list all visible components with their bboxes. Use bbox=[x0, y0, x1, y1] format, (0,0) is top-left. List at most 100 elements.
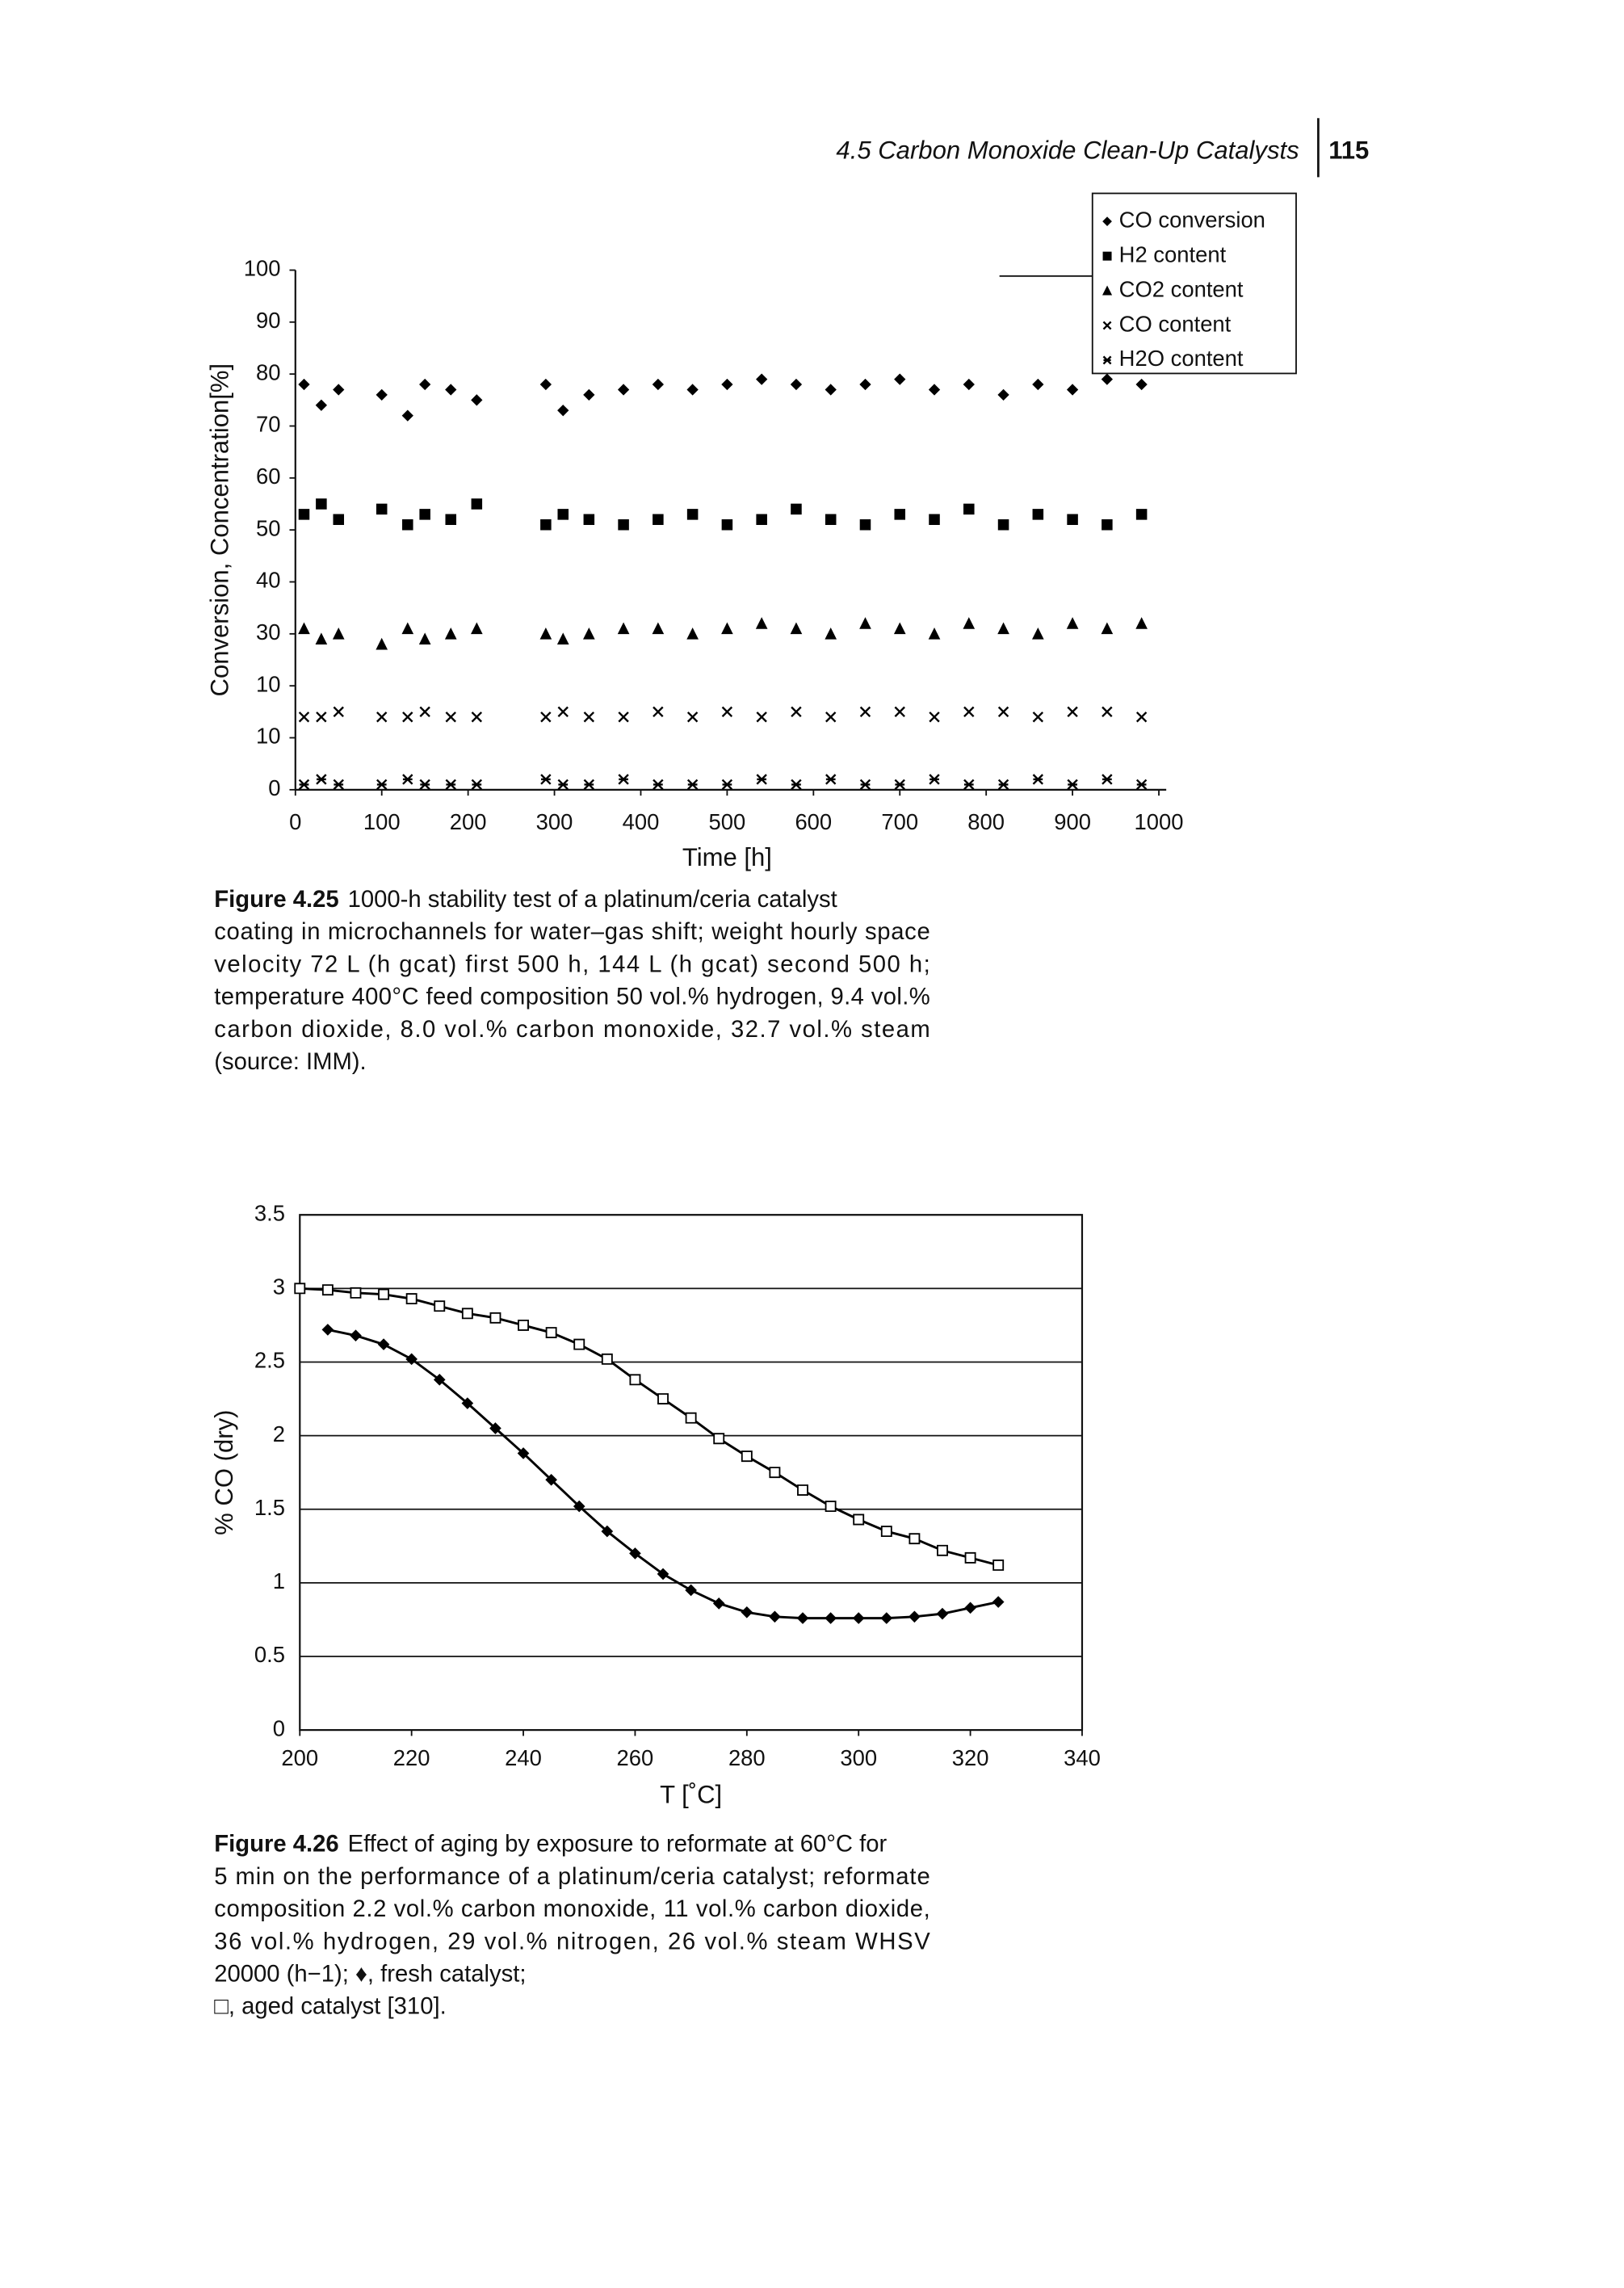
data-point bbox=[333, 779, 344, 791]
data-point bbox=[557, 706, 569, 718]
x-tick-label: 280 bbox=[728, 1745, 766, 1770]
data-point bbox=[894, 509, 906, 520]
data-point bbox=[471, 394, 483, 406]
data-point bbox=[825, 514, 837, 526]
data-point bbox=[928, 384, 941, 396]
data-point bbox=[376, 712, 388, 723]
data-point bbox=[825, 1501, 837, 1513]
data-point bbox=[461, 1397, 474, 1409]
data-point bbox=[657, 1393, 669, 1404]
data-point bbox=[791, 779, 802, 791]
data-point bbox=[377, 1338, 390, 1350]
data-point bbox=[929, 712, 940, 723]
data-point bbox=[583, 388, 595, 401]
data-point bbox=[298, 712, 310, 723]
caption-line: carbon dioxide, 8.0 vol.% carbon monoxid… bbox=[214, 1016, 929, 1042]
data-point bbox=[756, 514, 767, 526]
caption-line: temperature 400°C feed composition 50 vo… bbox=[214, 984, 929, 1010]
caption-line: composition 2.2 vol.% carbon monoxide, 1… bbox=[214, 1896, 929, 1922]
data-point bbox=[321, 1324, 334, 1336]
data-point bbox=[1135, 617, 1148, 629]
legend-marker bbox=[1102, 355, 1112, 365]
data-point bbox=[471, 622, 483, 635]
data-point bbox=[909, 1533, 921, 1545]
data-point bbox=[894, 706, 905, 718]
data-point bbox=[545, 1327, 557, 1338]
data-point bbox=[963, 706, 975, 718]
x-tick-label: 100 bbox=[363, 809, 401, 834]
legend-label: CO conversion bbox=[1119, 207, 1265, 232]
data-point bbox=[964, 1551, 976, 1564]
data-point bbox=[790, 378, 803, 391]
data-point bbox=[859, 518, 871, 531]
data-point bbox=[583, 779, 595, 791]
caption-text: 1000-h stability test of a platinum/ceri… bbox=[348, 887, 837, 913]
caption-text: coating in microchannels for water–gas s… bbox=[214, 919, 929, 945]
data-point bbox=[601, 1353, 613, 1365]
data-point bbox=[963, 779, 975, 791]
caption-line: Figure 4.25 1000-h stability test of a pl… bbox=[214, 887, 837, 913]
x-tick-label: 400 bbox=[623, 809, 660, 834]
data-point bbox=[471, 498, 483, 510]
x-axis-title: Time [h] bbox=[682, 843, 772, 871]
legend-box bbox=[1091, 192, 1297, 375]
data-point bbox=[1067, 514, 1078, 526]
data-point bbox=[791, 503, 802, 515]
data-point bbox=[997, 706, 1009, 718]
data-point bbox=[294, 1283, 306, 1295]
data-point bbox=[601, 1525, 614, 1538]
data-point bbox=[997, 518, 1009, 531]
data-point bbox=[992, 1596, 1005, 1608]
data-point bbox=[936, 1607, 949, 1620]
data-point bbox=[997, 622, 1009, 635]
y-tick-label: 1 bbox=[273, 1568, 285, 1593]
data-point bbox=[1032, 378, 1044, 391]
data-point bbox=[1102, 518, 1113, 531]
data-point bbox=[825, 384, 837, 396]
data-point bbox=[321, 1284, 334, 1296]
data-point bbox=[444, 627, 457, 640]
data-point bbox=[686, 509, 699, 520]
data-point bbox=[629, 1374, 641, 1386]
data-point bbox=[419, 779, 430, 791]
data-point bbox=[445, 384, 457, 396]
x-tick-label: 900 bbox=[1054, 809, 1091, 834]
data-point bbox=[405, 1293, 418, 1305]
data-point bbox=[333, 706, 344, 718]
data-point bbox=[964, 1602, 976, 1614]
y-tick-label: 0.5 bbox=[254, 1642, 285, 1667]
data-point bbox=[1067, 706, 1078, 718]
data-point bbox=[315, 632, 328, 645]
y-tick-label: 40 bbox=[256, 568, 280, 593]
x-tick-label: 320 bbox=[952, 1745, 989, 1770]
caption-text: velocity 72 L (h gcat) first 500 h, 144 … bbox=[214, 951, 929, 977]
data-point bbox=[825, 712, 837, 723]
legend-label: H2O content bbox=[1119, 346, 1244, 371]
legend-marker bbox=[1102, 321, 1112, 330]
data-point bbox=[445, 712, 456, 723]
data-point bbox=[825, 627, 837, 640]
caption-line: 20000 (h−1); ♦, fresh catalyst; bbox=[214, 1961, 526, 1987]
data-point bbox=[617, 384, 630, 396]
data-point bbox=[583, 627, 595, 640]
data-point bbox=[376, 779, 388, 791]
x-tick-label: 220 bbox=[393, 1745, 430, 1770]
caption-line: 5 min on the performance of a platinum/c… bbox=[214, 1864, 929, 1890]
data-point bbox=[557, 405, 569, 417]
data-point bbox=[741, 1450, 753, 1463]
data-point bbox=[298, 509, 310, 520]
data-point bbox=[1031, 627, 1044, 640]
data-point bbox=[825, 774, 837, 785]
y-tick-label: 100 bbox=[244, 256, 281, 281]
data-point bbox=[685, 1412, 697, 1424]
data-point bbox=[419, 509, 430, 520]
data-point bbox=[350, 1287, 362, 1299]
data-point bbox=[852, 1612, 865, 1624]
y-tick-label: 0 bbox=[268, 775, 280, 800]
data-point bbox=[880, 1526, 892, 1538]
data-point bbox=[419, 706, 430, 718]
x-tick-label: 200 bbox=[281, 1745, 318, 1770]
data-point bbox=[1101, 373, 1114, 385]
x-tick-label: 240 bbox=[505, 1745, 542, 1770]
